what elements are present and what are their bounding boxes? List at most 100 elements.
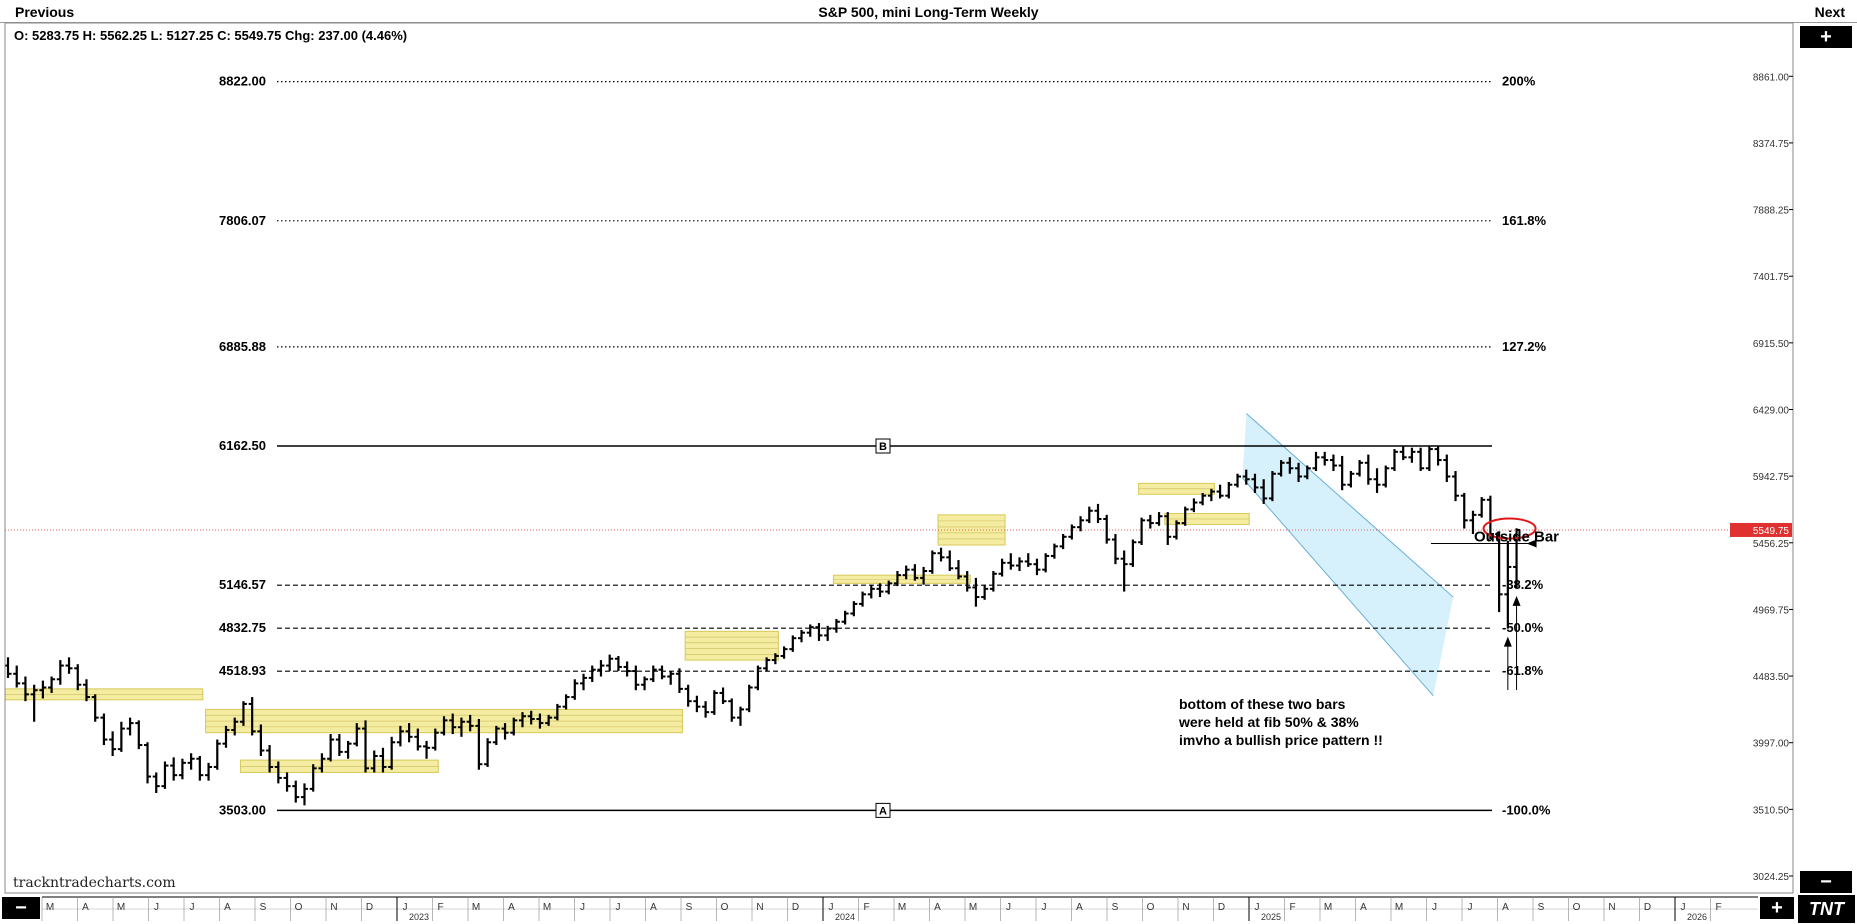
fib-price-label: 6162.50 (219, 438, 266, 453)
x-month-label: J (190, 902, 195, 913)
y-tick-label: 6915.50 (1753, 339, 1790, 350)
x-year-label: 2023 (409, 912, 429, 922)
x-month-label: M (969, 902, 977, 913)
channel-upper-line (1246, 413, 1454, 598)
low-arrow-head (1512, 595, 1521, 606)
y-tick-label: 7401.75 (1753, 272, 1790, 283)
outside-bar-arrowhead (1526, 539, 1537, 548)
note-text-line: imvho a bullish price pattern !! (1179, 732, 1383, 748)
low-arrow-head (1503, 636, 1512, 647)
x-month-label: S (260, 902, 267, 913)
x-month-label: J (1681, 902, 1686, 913)
fib-levels: 8822.00 200% 7806.07 161.8% 6885.88 127.2% 616… (219, 74, 1551, 818)
y-tick-label: 5942.75 (1753, 472, 1790, 483)
x-month-label: D (1218, 902, 1225, 913)
x-month-label: M (1324, 902, 1332, 913)
x-month-label: M (117, 902, 125, 913)
plot-frame (4, 22, 1794, 894)
x-month-label: A (224, 902, 231, 913)
x-month-label: J (1255, 902, 1260, 913)
fib-price-label: 6885.88 (219, 339, 266, 354)
watermark: trackntradecharts.com (13, 875, 176, 891)
x-month-label: J (403, 902, 408, 913)
x-month-label: A (934, 902, 941, 913)
y-tick-label: 6429.00 (1753, 405, 1790, 416)
x-month-label: J (154, 902, 159, 913)
note-text-line: were held at fib 50% & 38% (1178, 714, 1359, 730)
fib-percent-label: -61.8% (1502, 663, 1544, 678)
y-tick-label: 3024.25 (1753, 872, 1790, 883)
ohlc-bars (4, 446, 1793, 806)
x-month-label: J (1006, 902, 1011, 913)
fib-percent-label: 200% (1502, 74, 1536, 89)
x-month-label: F (863, 902, 869, 913)
note-text-line: bottom of these two bars (1179, 696, 1346, 712)
support-zones (4, 482, 1250, 773)
annotations: Outside Bar bottom of these two bars were … (1178, 517, 1559, 748)
x-month-label: A (1360, 902, 1367, 913)
x-month-label: O (1573, 902, 1581, 913)
fib-marker-letter: A (879, 805, 887, 817)
fib-price-label: 5146.57 (219, 577, 266, 592)
scroll-right-button[interactable]: + (1760, 897, 1794, 919)
x-month-label: J (1432, 902, 1437, 913)
zoom-out-button[interactable]: − (1800, 871, 1852, 893)
y-tick-label: 3997.00 (1753, 739, 1790, 750)
x-month-label: A (1076, 902, 1083, 913)
fib-percent-label: -38.2% (1502, 577, 1544, 592)
ohlc-readout: O: 5283.75 H: 5562.25 L: 5127.25 C: 5549… (14, 28, 408, 43)
x-month-label: O (721, 902, 729, 913)
x-month-label: O (1147, 902, 1155, 913)
x-month-label: S (1112, 902, 1119, 913)
x-month-label: A (508, 902, 515, 913)
x-month-label: N (756, 902, 763, 913)
fib-price-label: 7806.07 (219, 213, 266, 228)
fib-percent-label: 161.8% (1502, 213, 1547, 228)
next-button[interactable]: Next (1814, 4, 1845, 20)
x-month-label: M (472, 902, 480, 913)
x-month-label: A (82, 902, 89, 913)
x-month-label: N (1182, 902, 1189, 913)
x-month-label: S (1538, 902, 1545, 913)
x-month-label: S (686, 902, 693, 913)
y-tick-label: 3510.50 (1753, 805, 1790, 816)
x-month-label: A (650, 902, 657, 913)
fib-marker-box (875, 438, 891, 454)
support-zone-3 (684, 630, 779, 661)
x-month-label: J (829, 902, 834, 913)
x-month-label: N (1608, 902, 1615, 913)
x-year-label: 2026 (1687, 912, 1707, 922)
x-month-label: J (1468, 902, 1473, 913)
x-month-label: D (792, 902, 799, 913)
fib-percent-label: -50.0% (1502, 620, 1544, 635)
y-tick-label: 5456.25 (1753, 539, 1790, 550)
x-month-label: M (898, 902, 906, 913)
x-month-label: N (330, 902, 337, 913)
x-month-label: O (295, 902, 303, 913)
x-month-label: F (1715, 902, 1721, 913)
x-month-label: A (1502, 902, 1509, 913)
fib-percent-label: 127.2% (1502, 339, 1547, 354)
fib-marker-letter: B (879, 441, 887, 453)
x-month-label: J (1042, 902, 1047, 913)
fib-price-label: 4832.75 (219, 620, 266, 635)
fib-price-label: 8822.00 (219, 74, 266, 89)
tnt-logo: TNT (1798, 895, 1855, 923)
x-month-label: J (616, 902, 621, 913)
scroll-left-button[interactable]: − (2, 897, 40, 919)
x-year-label: 2025 (1261, 912, 1281, 922)
outside-bar-highlight (1482, 517, 1537, 540)
outside-bar-label: Outside Bar (1474, 529, 1559, 546)
previous-button[interactable]: Previous (15, 4, 75, 20)
x-month-label: D (366, 902, 373, 913)
channel-fill (1242, 413, 1454, 696)
y-tick-label: 4483.50 (1753, 672, 1790, 683)
x-month-label: M (543, 902, 551, 913)
y-tick-label: 4969.75 (1753, 605, 1790, 616)
zoom-in-button[interactable]: + (1800, 26, 1852, 48)
channel-lower-line (1242, 477, 1434, 697)
x-month-label: M (1395, 902, 1403, 913)
fib-price-label: 3503.00 (219, 802, 266, 817)
